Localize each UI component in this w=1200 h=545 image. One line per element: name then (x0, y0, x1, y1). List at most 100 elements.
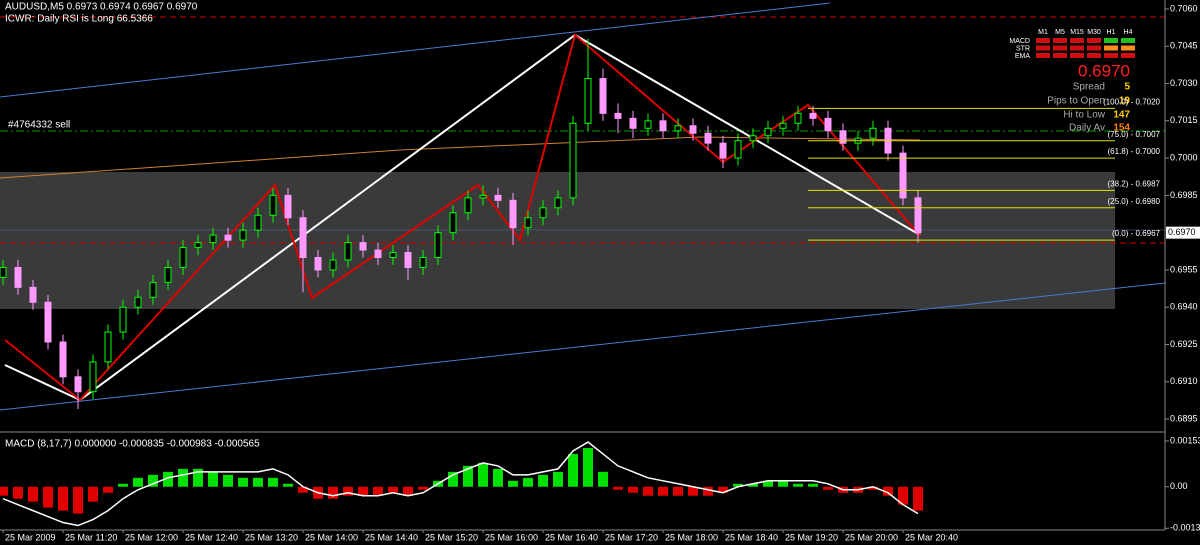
candle-body (359, 242, 367, 251)
candle-body (794, 112, 802, 124)
candle-body (104, 331, 112, 363)
candle-body (719, 142, 727, 159)
x-tick-label: 25 Mar 14:00 (305, 532, 358, 542)
candle-body (809, 112, 817, 119)
row-label: EMA (1015, 53, 1031, 60)
row-label: MACD (1009, 38, 1030, 45)
x-tick-label: 25 Mar 14:40 (365, 532, 418, 542)
fib-label: (100.0) - 0.7020 (1103, 97, 1160, 106)
histogram-bar (267, 477, 278, 487)
histogram-bar (492, 468, 503, 487)
x-tick-label: 25 Mar 18:40 (725, 532, 778, 542)
y-tick-label: 0.7015 (1170, 115, 1198, 125)
histogram-bar (912, 486, 923, 511)
candle-body (419, 257, 427, 268)
signal-cell (1121, 53, 1135, 58)
candle-body (689, 125, 697, 134)
timeframe-label: M30 (1087, 29, 1101, 36)
candle-body (524, 217, 532, 229)
y-tick-label: 0.6955 (1170, 264, 1198, 274)
histogram-bar (147, 474, 158, 487)
histogram-bar (612, 486, 623, 490)
signal-cell (1104, 53, 1118, 58)
candle-body (449, 212, 457, 234)
candle-body (74, 376, 82, 393)
info-panel: 0.6970 Spread 5 Pips to Open 19 Hi to Lo… (1009, 29, 1135, 134)
fib-label: (61.8) - 0.7000 (1108, 147, 1161, 156)
signal-cell (1036, 38, 1050, 43)
candle-body (629, 117, 637, 129)
candle-body (134, 296, 142, 308)
histogram-bar (12, 486, 23, 499)
histogram-bar (897, 486, 908, 505)
macd-line (2, 441, 919, 527)
signal-cell (1070, 38, 1084, 43)
candle-body (869, 127, 877, 139)
histogram-bar (372, 486, 383, 496)
candle-body (269, 194, 277, 216)
info-value: 5 (1124, 82, 1130, 93)
histogram-bar (477, 462, 488, 487)
candle-body (404, 252, 412, 268)
info-label: Spread (1073, 82, 1105, 93)
last-price-box (1166, 226, 1200, 239)
histogram-bar (297, 486, 308, 493)
y-tick-label: 0.6895 (1170, 413, 1198, 423)
candle-body (494, 194, 502, 201)
y-tick-label: 0.7045 (1170, 41, 1198, 51)
y-tick-label: 0.7060 (1170, 3, 1198, 13)
histogram-bar (777, 480, 788, 487)
info-label: Hi to Low (1063, 110, 1105, 121)
histogram-bar (807, 483, 818, 487)
candle-body (254, 214, 262, 231)
signal-cell (1070, 53, 1084, 58)
histogram-bar (57, 486, 68, 511)
y-tick-label: 0.001537 (1170, 435, 1200, 445)
candle-body (179, 247, 187, 268)
candle-body (314, 257, 322, 271)
histogram-bar (162, 471, 173, 487)
info-price: 0.6970 (1078, 61, 1130, 80)
candle-body (14, 266, 22, 288)
histogram-bar (27, 486, 38, 502)
signal-cell (1087, 45, 1101, 51)
signal-cell (1104, 45, 1118, 51)
candle-body (479, 194, 487, 199)
channel-line (0, 282, 1166, 411)
histogram-bar (387, 486, 398, 493)
signal-cell (1070, 45, 1084, 51)
x-tick-label: 25 Mar 11:20 (65, 532, 117, 542)
candle-body (464, 197, 472, 214)
candle-body (899, 152, 907, 199)
histogram-bar (732, 483, 743, 487)
histogram-bar (627, 486, 638, 493)
fib-label: (38.2) - 0.6987 (1108, 180, 1161, 189)
candle-body (299, 217, 307, 259)
candle-body (239, 229, 247, 241)
y-tick-label: 0.6925 (1170, 339, 1198, 349)
candle-body (704, 132, 712, 144)
x-tick-label: 25 Mar 12:00 (125, 532, 178, 542)
histogram-bar (882, 486, 893, 496)
signal-cell (1087, 53, 1101, 58)
signal-cell (1053, 45, 1067, 51)
y-tick-label: 0.00 (1170, 481, 1188, 491)
candle-body (764, 127, 772, 137)
x-tick-label: 25 Mar 16:40 (545, 532, 598, 542)
histogram-bar (792, 483, 803, 487)
histogram-bar (867, 486, 878, 490)
histogram-bar (507, 480, 518, 487)
row-label: STR (1016, 45, 1030, 52)
x-tick-label: 25 Mar 17:20 (605, 532, 658, 542)
timeframe-label: M5 (1055, 29, 1065, 36)
signal-cell (1087, 38, 1101, 43)
candle-body (329, 259, 337, 271)
x-tick-label: 25 Mar 16:00 (485, 532, 538, 542)
histogram-bar (42, 486, 53, 508)
histogram-bar (597, 471, 608, 487)
candle-body (374, 249, 382, 259)
histogram-bar (687, 486, 698, 496)
signal-cell (1104, 38, 1118, 43)
candle-body (599, 78, 607, 114)
